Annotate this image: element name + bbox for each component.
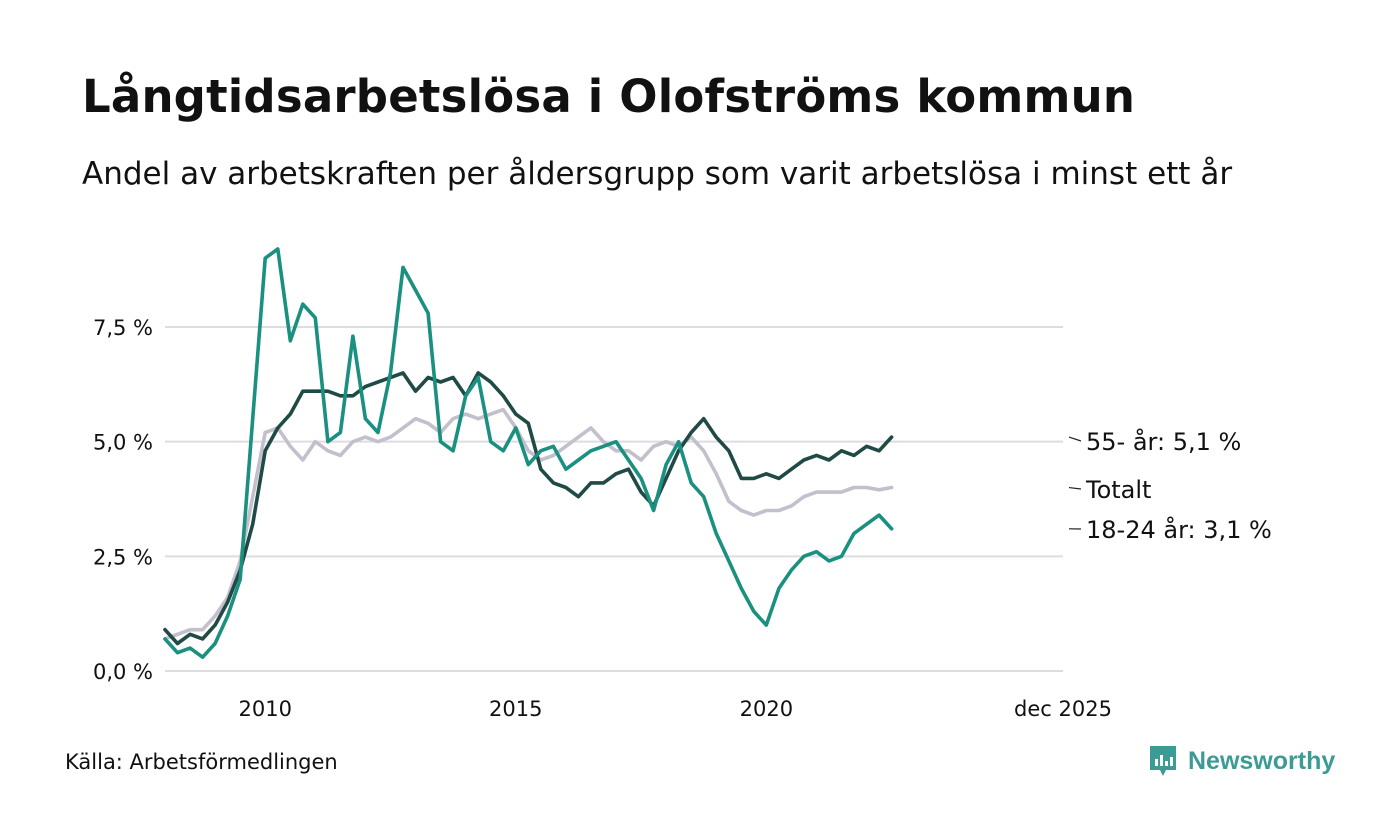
x-tick-label: 2015 <box>489 697 542 721</box>
end-label-leader <box>1068 486 1082 490</box>
x-axis-tick-labels: 2010 2015 2020 dec 2025 <box>238 697 1111 721</box>
end-label: 18-24 år: 3,1 % <box>1086 515 1272 544</box>
chart-subtitle: Andel av arbetskraften per åldersgrupp s… <box>82 156 1233 192</box>
x-tick-label: dec 2025 <box>1014 697 1112 721</box>
brand-name: Newsworthy <box>1188 746 1336 775</box>
end-label: 55- år: 5,1 % <box>1086 427 1241 456</box>
newsworthy-logo-icon <box>1150 746 1176 776</box>
y-tick-label: 0,0 % <box>93 660 153 684</box>
series-line-2 <box>163 247 894 660</box>
y-tick-label: 7,5 % <box>93 316 153 340</box>
y-tick-label: 5,0 % <box>93 431 153 455</box>
end-labels: Totalt 55- år: 5,1 % 18-24 år: 3,1 % <box>1068 427 1272 544</box>
y-axis-tick-labels: 0,0 % 2,5 % 5,0 % 7,5 % <box>93 316 153 684</box>
series-line-1 <box>163 371 894 646</box>
y-tick-label: 2,5 % <box>93 545 153 569</box>
end-label: Totalt <box>1085 476 1151 504</box>
end-label-leader <box>1068 436 1082 442</box>
brand-logo[interactable]: Newsworthy <box>1148 744 1335 778</box>
source-note: Källa: Arbetsförmedlingen <box>65 750 338 774</box>
x-tick-label: 2010 <box>238 697 291 721</box>
series-line-0 <box>163 407 894 641</box>
series-lines <box>163 247 894 660</box>
gridlines <box>165 326 1063 672</box>
chart-title: Långtidsarbetslösa i Olofströms kommun <box>82 70 1136 123</box>
x-tick-label: 2020 <box>740 697 793 721</box>
